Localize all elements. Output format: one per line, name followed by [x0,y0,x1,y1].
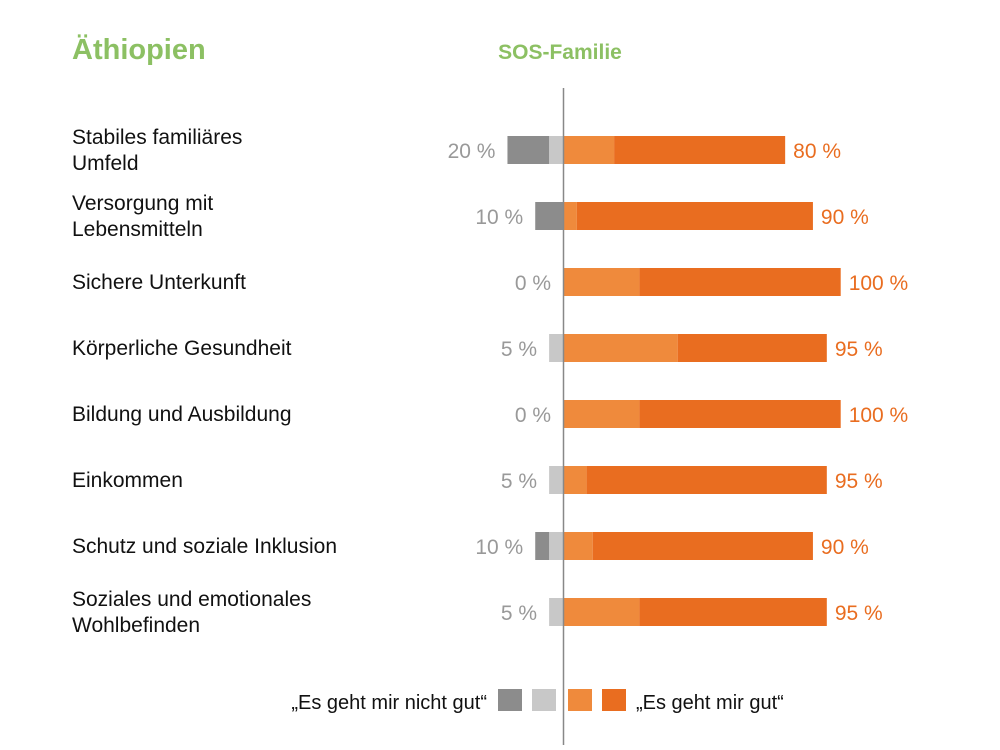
category-label: Versorgung mit Lebensmitteln [72,192,213,241]
bar-segment-negative [549,334,563,362]
bar-segment-negative [549,532,563,560]
bar-segment-positive [592,532,813,560]
category-label: Einkommen [72,469,183,492]
category-label: Sichere Unterkunft [72,271,246,294]
bar-segment-negative [507,136,550,164]
bar-segment-negative [549,136,563,164]
category-label: Soziales und emotionales Wohlbefinden [72,588,311,637]
bar-segment-positive [563,334,678,362]
legend-swatch [602,689,626,711]
bar-segment-positive [563,532,593,560]
positive-value-label: 100 % [849,404,909,427]
positive-value-label: 95 % [835,470,883,493]
bar-segment-positive [639,400,841,428]
chart-title: Äthiopien [72,34,206,66]
bar-segment-positive [563,268,640,296]
bar-segment-negative [535,202,563,230]
bar-segment-negative [535,532,550,560]
negative-value-label: 5 % [501,602,537,625]
positive-value-label: 80 % [793,140,841,163]
category-label: Schutz und soziale Inklusion [72,535,337,558]
category-label: Körperliche Gesundheit [72,337,292,360]
legend-swatch [532,689,556,711]
bar-segment-positive [639,598,827,626]
positive-value-label: 90 % [821,536,869,559]
positive-value-label: 95 % [835,338,883,361]
negative-value-label: 20 % [448,140,496,163]
bar-segment-positive [586,466,827,494]
negative-value-label: 5 % [501,338,537,361]
bar-segment-positive [563,202,577,230]
legend-label-negative: „Es geht mir nicht gut“ [291,692,487,714]
legend-swatch [568,689,592,711]
bar-segment-positive [639,268,841,296]
bar-segment-positive [563,598,640,626]
bar-segment-positive [677,334,827,362]
negative-value-label: 10 % [475,536,523,559]
bar-segment-negative [549,598,563,626]
category-label: Bildung und Ausbildung [72,403,292,426]
chart-subtitle: SOS-Familie [498,41,622,64]
positive-value-label: 100 % [849,272,909,295]
category-label: Stabiles familiäres Umfeld [72,126,242,175]
legend-swatch [498,689,522,711]
negative-value-label: 10 % [475,206,523,229]
bar-segment-positive [563,136,615,164]
bar-segment-positive [563,466,587,494]
positive-value-label: 90 % [821,206,869,229]
legend-label-positive: „Es geht mir gut“ [636,692,784,714]
bar-segment-positive [614,136,786,164]
negative-value-label: 5 % [501,470,537,493]
negative-value-label: 0 % [515,272,551,295]
bar-segment-positive [576,202,813,230]
bar-segment-negative [549,466,563,494]
positive-value-label: 95 % [835,602,883,625]
negative-value-label: 0 % [515,404,551,427]
bar-segment-positive [563,400,640,428]
